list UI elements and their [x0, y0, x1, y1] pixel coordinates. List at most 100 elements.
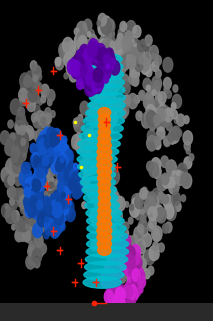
Circle shape [88, 78, 98, 93]
Circle shape [125, 285, 133, 299]
Circle shape [122, 46, 130, 57]
Circle shape [101, 272, 109, 283]
Circle shape [60, 156, 64, 163]
Circle shape [71, 61, 81, 76]
Circle shape [81, 56, 86, 63]
Circle shape [22, 200, 26, 207]
Circle shape [146, 91, 152, 100]
Circle shape [146, 111, 157, 126]
Circle shape [87, 41, 98, 57]
Circle shape [117, 288, 122, 294]
Circle shape [160, 103, 165, 110]
Circle shape [109, 186, 117, 198]
Circle shape [6, 160, 15, 173]
Ellipse shape [83, 192, 118, 204]
Circle shape [152, 165, 161, 178]
Circle shape [129, 275, 135, 284]
Circle shape [78, 70, 83, 78]
Circle shape [114, 74, 118, 81]
Circle shape [54, 201, 63, 214]
Circle shape [134, 256, 142, 269]
Circle shape [120, 108, 127, 119]
Circle shape [60, 191, 66, 200]
Circle shape [52, 203, 62, 218]
Circle shape [124, 299, 131, 309]
Circle shape [54, 206, 63, 220]
Circle shape [76, 56, 83, 67]
Circle shape [87, 32, 91, 37]
Circle shape [163, 195, 173, 209]
Circle shape [36, 210, 41, 217]
Circle shape [33, 160, 39, 170]
Circle shape [15, 177, 21, 186]
Circle shape [92, 215, 101, 229]
Circle shape [45, 218, 53, 232]
Circle shape [31, 98, 36, 105]
Ellipse shape [80, 177, 115, 188]
Circle shape [117, 302, 124, 313]
Circle shape [53, 146, 63, 161]
Circle shape [76, 69, 83, 79]
Circle shape [118, 285, 126, 298]
Circle shape [74, 28, 79, 35]
Circle shape [108, 171, 112, 177]
Circle shape [55, 218, 59, 223]
Circle shape [44, 132, 52, 144]
Circle shape [25, 200, 33, 213]
Circle shape [102, 86, 112, 101]
Circle shape [5, 176, 13, 188]
Circle shape [62, 136, 67, 144]
Circle shape [26, 224, 29, 230]
Circle shape [111, 275, 119, 287]
Circle shape [98, 70, 102, 76]
Circle shape [106, 62, 111, 69]
Circle shape [28, 256, 35, 265]
Circle shape [89, 56, 93, 63]
Circle shape [54, 221, 61, 231]
Circle shape [154, 100, 163, 114]
Circle shape [84, 73, 90, 82]
Circle shape [75, 59, 81, 68]
Circle shape [38, 147, 45, 158]
Circle shape [120, 104, 129, 117]
Circle shape [117, 294, 123, 304]
Ellipse shape [97, 147, 112, 157]
Circle shape [120, 111, 125, 118]
Circle shape [18, 107, 24, 117]
Circle shape [20, 94, 28, 106]
Circle shape [132, 235, 137, 242]
Circle shape [104, 276, 112, 288]
Circle shape [134, 44, 140, 53]
Circle shape [136, 111, 142, 121]
Circle shape [129, 286, 139, 301]
Circle shape [124, 291, 128, 298]
Ellipse shape [85, 261, 126, 273]
Circle shape [102, 65, 111, 78]
Circle shape [31, 237, 35, 243]
Circle shape [48, 218, 54, 228]
Circle shape [87, 48, 93, 57]
Circle shape [147, 208, 151, 214]
Circle shape [85, 162, 95, 176]
Circle shape [135, 59, 143, 72]
Circle shape [140, 188, 147, 199]
Circle shape [34, 179, 45, 195]
Circle shape [81, 46, 88, 56]
Circle shape [96, 70, 100, 75]
Circle shape [86, 46, 93, 57]
Circle shape [98, 164, 106, 176]
Circle shape [32, 65, 41, 79]
Circle shape [111, 204, 120, 217]
Circle shape [91, 89, 98, 99]
Circle shape [89, 126, 93, 132]
Circle shape [90, 71, 97, 82]
Circle shape [89, 34, 97, 45]
Circle shape [125, 44, 130, 50]
Circle shape [93, 70, 103, 85]
Circle shape [72, 60, 77, 68]
Circle shape [45, 216, 49, 222]
Circle shape [114, 270, 117, 275]
Circle shape [150, 121, 155, 130]
Circle shape [98, 49, 109, 65]
Circle shape [106, 272, 116, 287]
